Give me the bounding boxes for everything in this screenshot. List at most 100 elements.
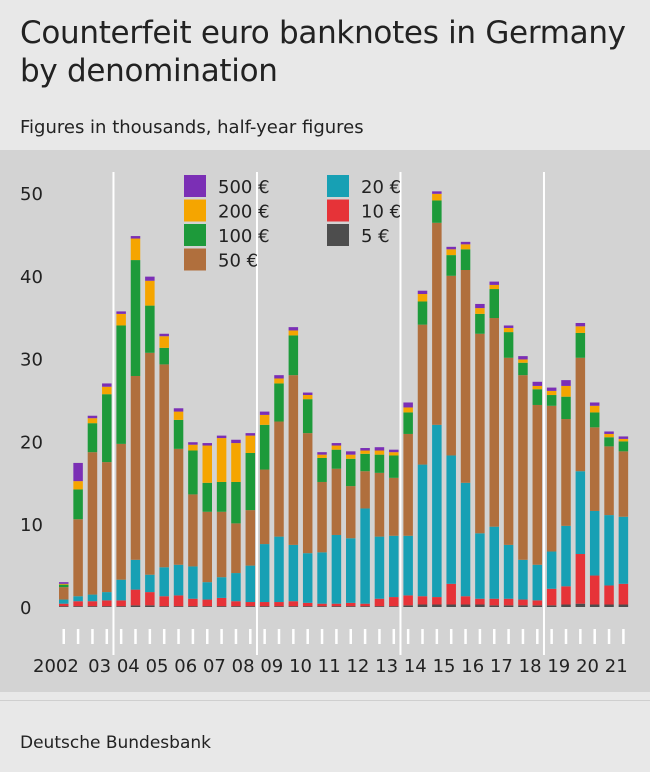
bar-segment (417, 604, 428, 607)
bar-segment (589, 575, 600, 605)
legend-item: 50 € (184, 248, 258, 272)
bar-segment (331, 468, 342, 535)
bar-segment (331, 534, 342, 604)
bar-segment (374, 454, 385, 473)
bar-segment (274, 421, 284, 537)
bar-segment (188, 442, 198, 445)
separator (0, 700, 650, 701)
bar-segment (259, 469, 270, 545)
bar-segment (432, 222, 442, 425)
bar-segment (202, 443, 212, 446)
bar-segment (116, 606, 126, 607)
bar-segment (59, 599, 69, 604)
bar-segment (302, 553, 313, 603)
bar-segment (460, 241, 471, 245)
bar-segment (403, 412, 413, 434)
bar-segment (489, 318, 499, 527)
bar-segment (259, 606, 270, 607)
bar-segment (216, 438, 227, 482)
bar-segment (216, 606, 227, 607)
bar-segment (73, 481, 83, 490)
bar-segment (159, 606, 169, 607)
bar-segment (245, 435, 256, 453)
bar-segment (432, 191, 442, 194)
bar-segment (460, 482, 471, 597)
bar-segment (116, 313, 126, 326)
x-year-label: 10 (289, 656, 312, 677)
bar-segment (546, 395, 557, 406)
bar-segment (489, 281, 499, 285)
bar-segment (475, 598, 485, 605)
bar-segment (446, 583, 456, 605)
bar-segment (503, 327, 514, 333)
bar-segment (302, 433, 313, 554)
bar-segment (188, 450, 198, 495)
bar-segment (503, 332, 514, 358)
y-tick-label: 50 (20, 184, 43, 205)
bar-segment (302, 392, 313, 396)
bar-segment (518, 362, 528, 376)
x-year-label: 14 (404, 656, 427, 677)
bar-segment (604, 433, 614, 438)
bar-segment (188, 606, 198, 607)
bar-segment (288, 330, 299, 336)
bar-segment (317, 452, 327, 455)
bar-segment (331, 443, 342, 446)
bar-segment (546, 551, 557, 589)
y-tick-label: 20 (20, 432, 43, 453)
legend: 500 € 200 € 100 € 50 € 20 € 10 € 5 € (184, 175, 401, 272)
bar-segment (331, 603, 342, 607)
bar-segment (231, 601, 241, 607)
bar-segment (259, 411, 270, 415)
bar-segment (130, 589, 141, 606)
x-year-label: 16 (461, 656, 484, 677)
bar-segment (389, 455, 399, 478)
x-year-label: 08 (232, 656, 255, 677)
bar-segment (346, 451, 356, 455)
bar-segment (317, 454, 327, 458)
bar-segment (546, 405, 557, 552)
bar-segment (503, 357, 514, 545)
bar-segment (274, 378, 284, 384)
bar-segment (374, 536, 385, 599)
bar-segment (575, 332, 586, 358)
bar-segment (245, 433, 256, 436)
bar-segment (389, 535, 399, 598)
x-year-label: 11 (318, 656, 341, 677)
bar-segment (231, 439, 241, 444)
x-year-label: 12 (346, 656, 369, 677)
legend-label: 20 € (361, 177, 401, 198)
bar-segment (216, 481, 227, 512)
bar-segment (245, 602, 256, 607)
bar-segment (575, 357, 586, 472)
bar-segment (245, 565, 256, 603)
bar-segment (130, 238, 141, 261)
bar-segment (331, 606, 342, 607)
bar-segment (561, 586, 571, 605)
bar-segment (245, 606, 256, 607)
bar-segment (489, 598, 499, 606)
bar-segment (589, 427, 600, 511)
bar-segment (59, 584, 69, 588)
bar-segment (216, 577, 227, 598)
bar-segment (618, 436, 629, 439)
bar-segment (202, 445, 212, 483)
bar-segment (360, 603, 370, 607)
bar-segment (288, 375, 299, 545)
bar-segment (245, 452, 256, 511)
bar-segment (604, 446, 614, 516)
x-year-label: 05 (146, 656, 169, 677)
bar-segment (288, 606, 299, 607)
bar-segment (589, 405, 600, 413)
bar-segment (432, 424, 442, 598)
bar-segment (503, 605, 514, 607)
legend-label: 5 € (361, 226, 390, 247)
bar-segment (245, 510, 256, 566)
bar-segment (202, 606, 212, 607)
bar-segment (604, 437, 614, 447)
bar-segment (374, 447, 385, 451)
bar-segment (288, 544, 299, 602)
bar-segment (102, 600, 112, 607)
x-year-label: 18 (519, 656, 542, 677)
bar-segment (561, 604, 571, 607)
